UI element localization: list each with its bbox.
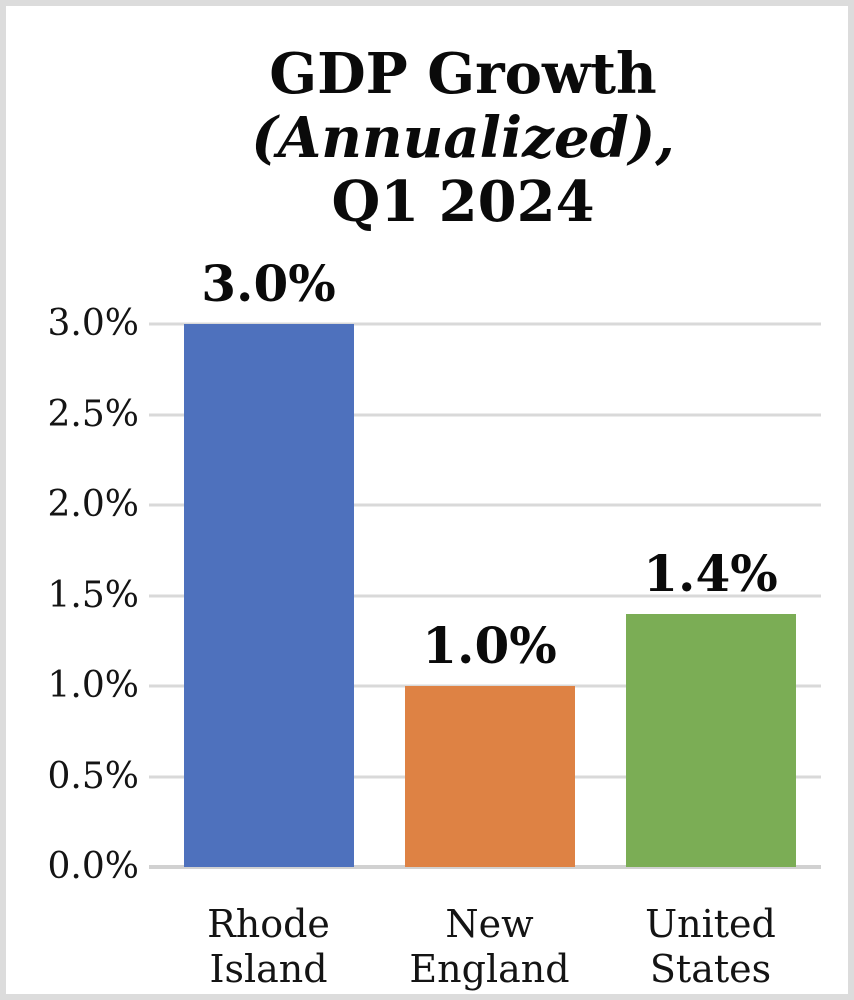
x-category-label-line: New xyxy=(445,902,534,946)
chart-title-line-2: (Annualized), xyxy=(251,105,675,171)
gridline-3.0% xyxy=(149,322,821,326)
y-axis: 0.0% 0.5% 1.0% 1.5% 2.0% 2.5% 3.0% xyxy=(6,303,139,887)
chart-title-line-3: Q1 2024 xyxy=(331,169,595,235)
y-tick-label-3.0%: 3.0% xyxy=(47,303,139,344)
y-tick-label-2.5%: 2.5% xyxy=(47,393,139,435)
x-category-label-line: Island xyxy=(209,947,328,991)
y-tick-label-2.0%: 2.0% xyxy=(47,484,139,525)
y-tick-label-1.0%: 1.0% xyxy=(47,665,139,706)
x-category-label-united-states: United States xyxy=(600,902,821,992)
x-category-label-new-england: New England xyxy=(379,902,600,992)
x-category-label-line: Rhode xyxy=(207,902,330,946)
bar-rhode-island xyxy=(183,324,354,867)
x-category-label-rhode-island: Rhode Island xyxy=(158,902,379,992)
y-tick-label-0.0%: 0.0% xyxy=(47,846,139,887)
plot-area: 3.0% 1.0% 1.4% xyxy=(149,258,821,869)
gridline-1.5% xyxy=(149,594,821,597)
y-tick-label-1.5%: 1.5% xyxy=(47,574,139,616)
gridline-2.0% xyxy=(149,503,821,507)
chart-title-line-1: GDP Growth xyxy=(269,41,657,107)
x-category-label-line: States xyxy=(649,947,772,991)
chart-title: GDP Growth (Annualized), Q1 2024 xyxy=(66,42,854,234)
value-label-united-states: 1.4% xyxy=(643,543,778,603)
value-label-new-england: 1.0% xyxy=(422,616,557,675)
x-axis: Rhode Island New England United States xyxy=(158,902,821,998)
x-category-label-line: United xyxy=(645,902,776,946)
x-category-label-line: England xyxy=(409,947,570,991)
x-axis-line xyxy=(149,865,821,869)
bar-new-england xyxy=(404,686,575,867)
bar-united-states xyxy=(625,613,796,867)
value-label-rhode-island: 3.0% xyxy=(201,254,336,313)
gridline-2.5% xyxy=(149,413,821,416)
y-tick-label-0.5%: 0.5% xyxy=(47,755,139,797)
